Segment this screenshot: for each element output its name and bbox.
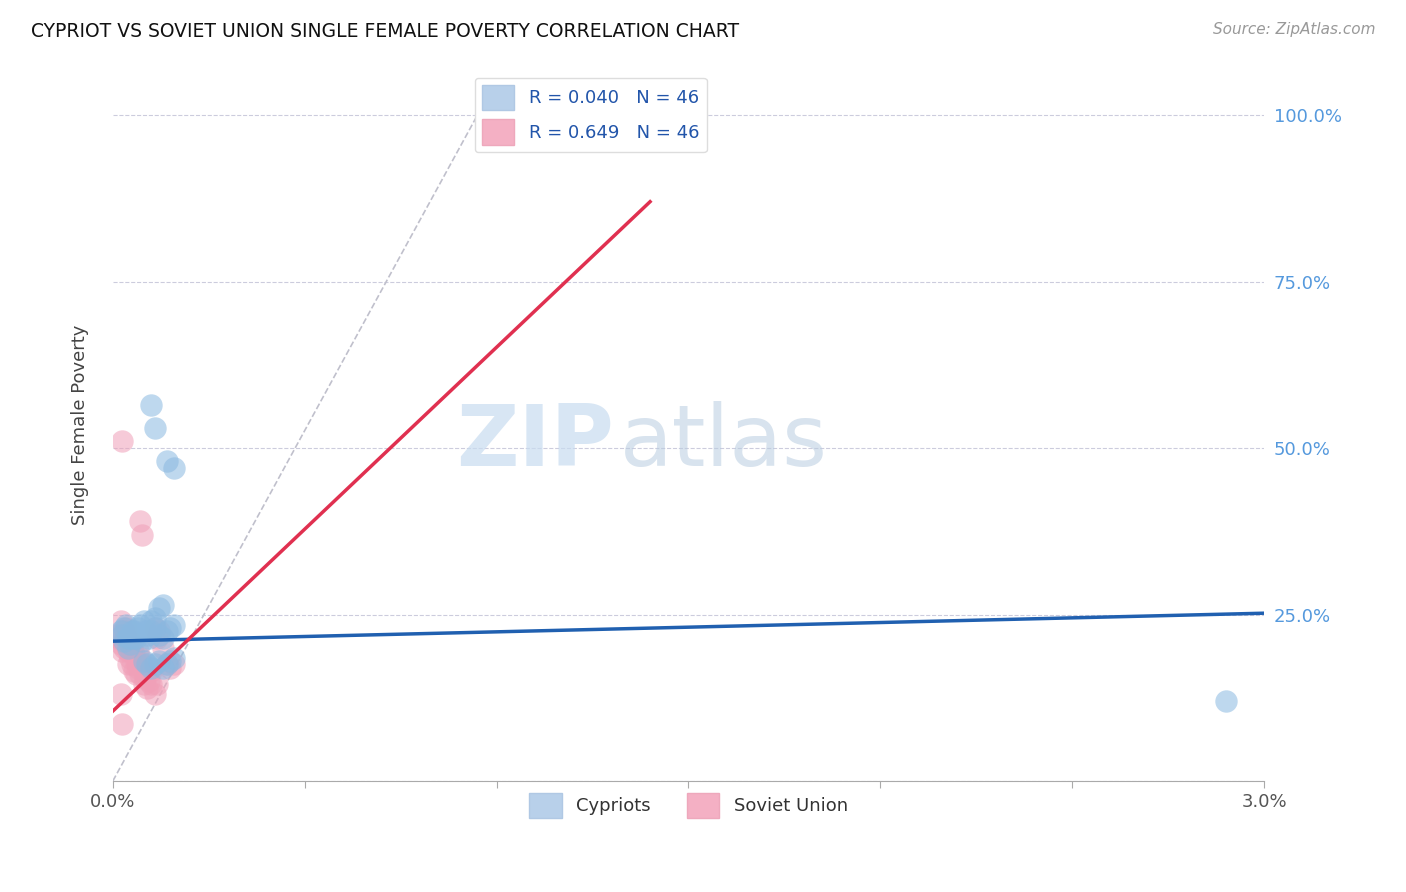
Point <box>110 688 132 702</box>
Point <box>122 624 145 639</box>
Text: atlas: atlas <box>620 401 827 484</box>
Point <box>125 654 148 668</box>
Point <box>112 634 135 648</box>
Point <box>132 654 155 668</box>
Point <box>111 434 134 449</box>
Point <box>143 657 166 672</box>
Point <box>141 614 163 628</box>
Point <box>152 598 174 612</box>
Point <box>143 621 166 635</box>
Point <box>110 624 132 639</box>
Point <box>131 527 153 541</box>
Point <box>112 640 135 655</box>
Point <box>125 627 148 641</box>
Point <box>143 688 166 702</box>
Point <box>163 617 186 632</box>
Point <box>152 640 174 655</box>
Point <box>120 650 142 665</box>
Point <box>163 657 186 672</box>
Point <box>112 621 135 635</box>
Point <box>143 421 166 435</box>
Point <box>141 664 163 678</box>
Point <box>111 717 134 731</box>
Point <box>146 631 169 645</box>
Point <box>117 631 139 645</box>
Point <box>121 624 143 639</box>
Point <box>127 621 149 635</box>
Point <box>141 624 163 639</box>
Point <box>111 634 134 648</box>
Point <box>152 631 174 645</box>
Point <box>125 667 148 681</box>
Point <box>141 661 163 675</box>
Point <box>128 650 150 665</box>
Point <box>120 634 142 648</box>
Point <box>105 627 128 641</box>
Point <box>131 634 153 648</box>
Point <box>110 638 132 652</box>
Point <box>148 600 170 615</box>
Point <box>155 454 177 468</box>
Point <box>134 671 156 685</box>
Point <box>141 398 163 412</box>
Point <box>111 644 134 658</box>
Point <box>115 617 138 632</box>
Point <box>107 631 129 645</box>
Point <box>127 644 149 658</box>
Point <box>128 617 150 632</box>
Point <box>159 661 181 675</box>
Point <box>122 648 145 662</box>
Point <box>120 638 142 652</box>
Point <box>148 627 170 641</box>
Point <box>138 631 160 645</box>
Point <box>141 677 163 691</box>
Point <box>148 654 170 668</box>
Point <box>136 627 159 641</box>
Point <box>132 677 155 691</box>
Point <box>155 624 177 639</box>
Point <box>163 461 186 475</box>
Point <box>121 657 143 672</box>
Point <box>152 661 174 675</box>
Point <box>128 514 150 528</box>
Point <box>136 681 159 695</box>
Point <box>1215 694 1237 708</box>
Text: Source: ZipAtlas.com: Source: ZipAtlas.com <box>1212 22 1375 37</box>
Point <box>159 621 181 635</box>
Point <box>131 657 153 672</box>
Point <box>159 654 181 668</box>
Point <box>155 657 177 672</box>
Text: CYPRIOT VS SOVIET UNION SINGLE FEMALE POVERTY CORRELATION CHART: CYPRIOT VS SOVIET UNION SINGLE FEMALE PO… <box>31 22 740 41</box>
Point <box>117 657 139 672</box>
Point <box>148 624 170 639</box>
Text: ZIP: ZIP <box>456 401 613 484</box>
Point <box>143 621 166 635</box>
Point <box>146 677 169 691</box>
Point <box>110 614 132 628</box>
Point <box>122 664 145 678</box>
Point <box>122 631 145 645</box>
Point <box>132 614 155 628</box>
Legend: Cypriots, Soviet Union: Cypriots, Soviet Union <box>522 786 855 825</box>
Point <box>115 621 138 635</box>
Point <box>136 657 159 672</box>
Point <box>128 667 150 681</box>
Point <box>134 624 156 639</box>
Point <box>117 640 139 655</box>
Point <box>121 640 143 655</box>
Point <box>111 627 134 641</box>
Point <box>115 631 138 645</box>
Point <box>163 650 186 665</box>
Point <box>132 664 155 678</box>
Point <box>112 624 135 639</box>
Point <box>143 611 166 625</box>
Point <box>155 657 177 672</box>
Y-axis label: Single Female Poverty: Single Female Poverty <box>72 325 89 525</box>
Point <box>138 674 160 689</box>
Point <box>125 631 148 645</box>
Point <box>120 631 142 645</box>
Point <box>117 644 139 658</box>
Point <box>127 661 149 675</box>
